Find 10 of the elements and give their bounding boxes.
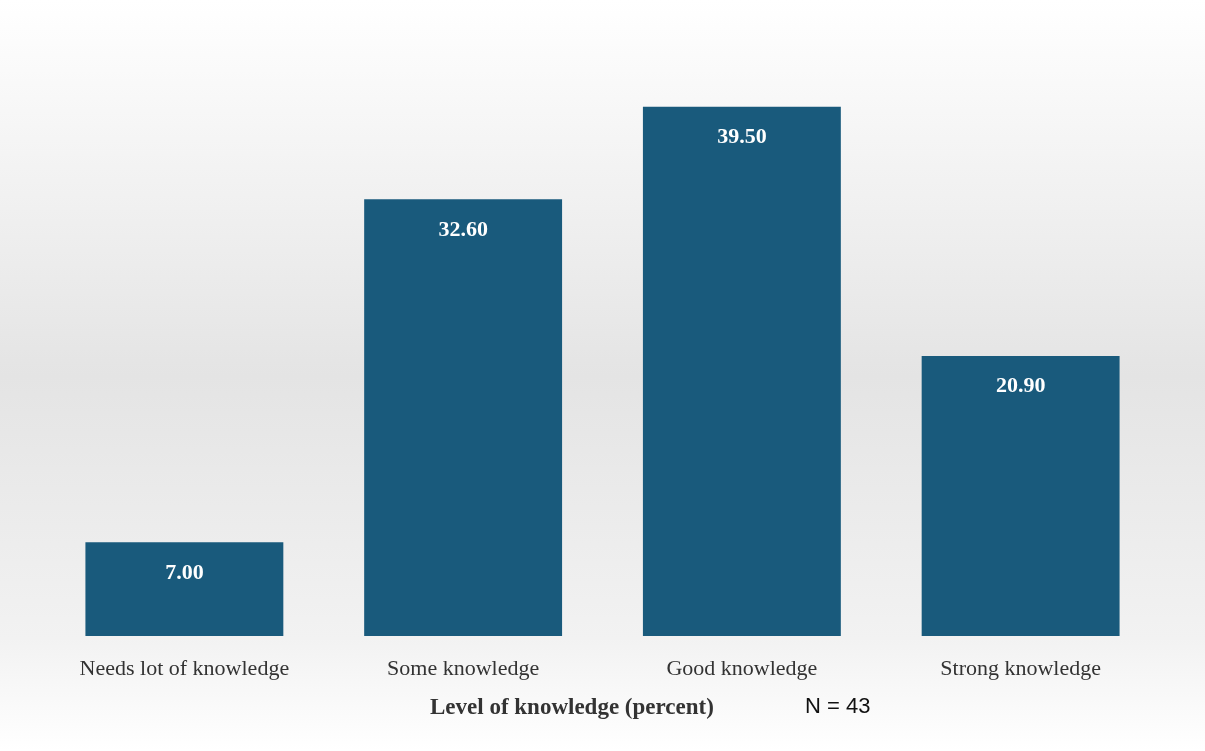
x-axis-title: Level of knowledge (percent) bbox=[430, 694, 714, 719]
x-tick-label: Good knowledge bbox=[666, 654, 818, 680]
x-tick-label: Some knowledge bbox=[387, 654, 540, 680]
text: N = 43 bbox=[805, 692, 871, 718]
x-tick-label: Strong knowledge bbox=[940, 654, 1101, 680]
data-label: 32.60 bbox=[438, 215, 488, 241]
data-label: 20.90 bbox=[995, 372, 1046, 398]
data-label: 39.50 bbox=[717, 123, 767, 149]
data-label: 7.00 bbox=[165, 558, 204, 584]
x-tick-label: Needs lot of knowledge bbox=[79, 654, 290, 680]
